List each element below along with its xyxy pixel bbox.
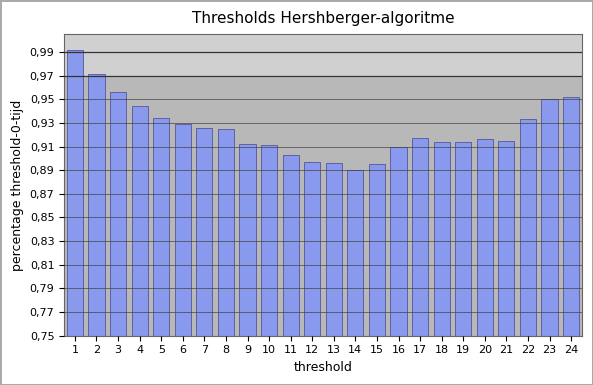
X-axis label: threshold: threshold [294, 361, 352, 374]
Bar [261, 145, 277, 385]
Title: Thresholds Hershberger-algoritme: Thresholds Hershberger-algoritme [192, 11, 454, 26]
Bar [369, 164, 385, 385]
Bar [498, 141, 515, 385]
Bar [132, 106, 148, 385]
Bar [347, 170, 364, 385]
Bar [433, 142, 449, 385]
Bar [110, 92, 126, 385]
Bar [240, 144, 256, 385]
Bar [64, 34, 582, 75]
Bar [477, 139, 493, 385]
Bar [67, 50, 83, 385]
Bar [390, 147, 407, 385]
Bar [304, 162, 320, 385]
Bar [283, 155, 299, 385]
Bar [412, 138, 428, 385]
Bar [88, 74, 104, 385]
Bar [175, 124, 191, 385]
Bar [455, 142, 471, 385]
Bar [541, 99, 557, 385]
Bar [563, 97, 579, 385]
Bar [218, 129, 234, 385]
Bar [196, 127, 212, 385]
Bar [153, 118, 170, 385]
Y-axis label: percentage threshold-0-tijd: percentage threshold-0-tijd [11, 99, 24, 271]
Bar [520, 119, 536, 385]
Bar [326, 163, 342, 385]
